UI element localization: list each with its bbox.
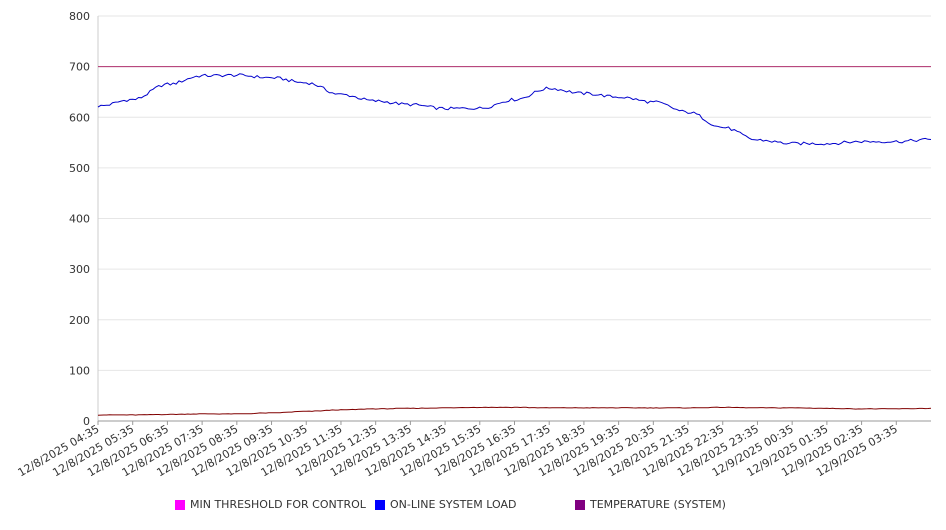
y-tick-label: 300 xyxy=(69,263,90,276)
y-tick-label: 100 xyxy=(69,364,90,377)
series-line-on-line-system-load xyxy=(97,73,932,146)
legend-label-min-threshold: MIN THRESHOLD FOR CONTROL xyxy=(190,498,366,511)
y-tick-label: 600 xyxy=(69,111,90,124)
series-line-temperature-system xyxy=(97,406,932,416)
legend-item-online-load[interactable]: ON-LINE SYSTEM LOAD xyxy=(375,498,516,511)
legend-swatch-min-threshold xyxy=(175,499,185,510)
y-tick-label: 400 xyxy=(69,213,90,226)
y-tick-label: 200 xyxy=(69,314,90,327)
legend-swatch-temperature xyxy=(575,499,585,510)
y-tick-label: 800 xyxy=(69,10,90,23)
legend-item-min-threshold[interactable]: MIN THRESHOLD FOR CONTROL xyxy=(175,498,366,511)
legend-label-online-load: ON-LINE SYSTEM LOAD xyxy=(390,498,517,511)
legend-item-temperature[interactable]: TEMPERATURE (SYSTEM) xyxy=(575,498,726,511)
y-tick-label: 0 xyxy=(83,415,90,428)
legend-swatch-online-load xyxy=(375,499,385,510)
legend-label-temperature: TEMPERATURE (SYSTEM) xyxy=(590,498,726,511)
y-tick-label: 700 xyxy=(69,61,90,74)
y-tick-label: 500 xyxy=(69,162,90,175)
legend: MIN THRESHOLD FOR CONTROL ON-LINE SYSTEM… xyxy=(0,498,946,514)
